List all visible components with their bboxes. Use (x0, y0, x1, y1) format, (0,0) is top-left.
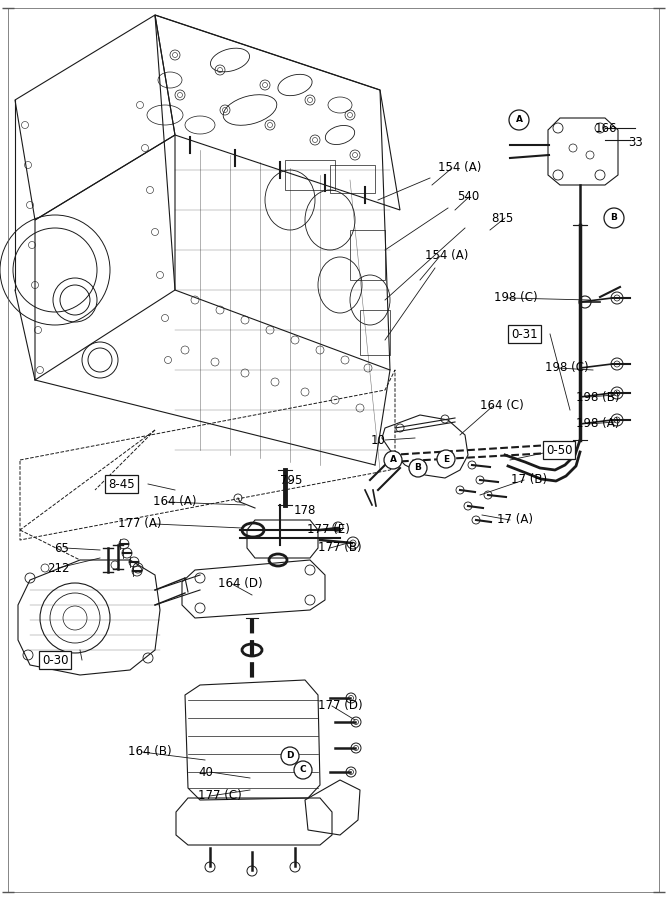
Text: C: C (299, 766, 306, 775)
Circle shape (437, 450, 455, 468)
Text: 8-45: 8-45 (108, 478, 135, 491)
Text: 33: 33 (628, 136, 643, 149)
Text: A: A (390, 455, 396, 464)
Text: B: B (415, 464, 422, 472)
Text: E: E (443, 454, 449, 464)
Text: 164 (D): 164 (D) (218, 578, 263, 590)
Text: 198 (B): 198 (B) (576, 391, 620, 403)
Text: 212: 212 (47, 562, 69, 574)
Text: 177 (D): 177 (D) (318, 699, 363, 713)
Text: D: D (286, 752, 293, 760)
Text: 177 (B): 177 (B) (318, 542, 362, 554)
Text: 17 (B): 17 (B) (511, 473, 547, 487)
Text: 166: 166 (595, 122, 618, 134)
Bar (285, 160, 335, 190)
Text: 164 (A): 164 (A) (153, 496, 197, 508)
Text: 815: 815 (491, 212, 513, 224)
Text: 154 (A): 154 (A) (438, 161, 482, 175)
Text: 0-30: 0-30 (42, 653, 69, 667)
Bar (360, 310, 390, 355)
Text: 198 (C): 198 (C) (545, 362, 588, 374)
Text: 198 (A): 198 (A) (576, 418, 620, 430)
Text: 795: 795 (280, 473, 302, 487)
Text: 164 (B): 164 (B) (128, 745, 171, 759)
Text: A: A (516, 115, 522, 124)
Text: 177 (C): 177 (C) (198, 789, 241, 803)
Text: 0-50: 0-50 (546, 444, 572, 456)
Text: 40: 40 (198, 766, 213, 778)
Circle shape (409, 459, 427, 477)
Text: 198 (C): 198 (C) (494, 292, 538, 304)
Text: 177 (E): 177 (E) (307, 524, 350, 536)
Bar (350, 230, 385, 280)
Text: 154 (A): 154 (A) (425, 249, 468, 263)
Text: 10: 10 (371, 434, 386, 446)
Circle shape (604, 208, 624, 228)
Circle shape (384, 451, 402, 469)
Text: B: B (610, 213, 618, 222)
Bar (330, 165, 375, 193)
Circle shape (509, 110, 529, 130)
Text: 0-31: 0-31 (511, 328, 538, 340)
Text: 17 (A): 17 (A) (497, 514, 533, 526)
Text: 178: 178 (294, 503, 316, 517)
Circle shape (294, 761, 312, 779)
Text: 65: 65 (54, 542, 69, 554)
Text: 177 (A): 177 (A) (118, 518, 161, 530)
Text: 164 (C): 164 (C) (480, 400, 524, 412)
Circle shape (281, 747, 299, 765)
Text: 540: 540 (457, 190, 480, 203)
